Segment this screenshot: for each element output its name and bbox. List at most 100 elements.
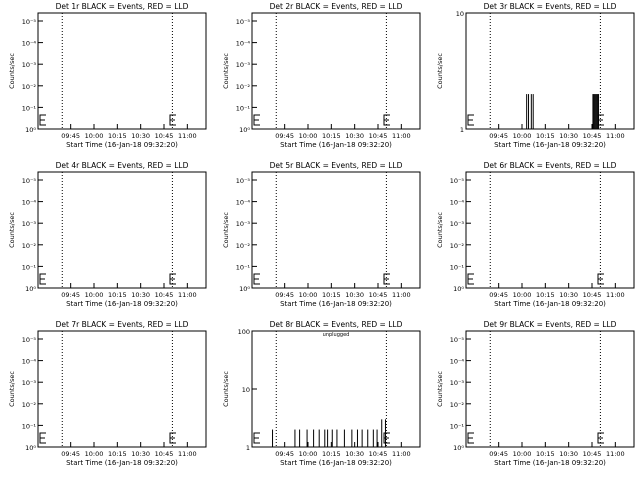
y-tick-label: 10⁰: [239, 126, 250, 134]
y-tick-label: 10⁻¹: [236, 263, 251, 271]
time-bracket-mark: [253, 432, 260, 444]
y-tick-label: 10⁻⁴: [22, 199, 37, 207]
x-tick-label: 10:00: [85, 291, 104, 299]
y-tick-label: 10⁻²: [450, 242, 465, 250]
panel-title: Det 1r BLACK = Events, RED = LLD: [56, 2, 189, 11]
y-tick-label: 10⁻¹: [22, 422, 37, 430]
plot-frame: [37, 330, 207, 448]
x-axis-label: Start Time (16-Jan-18 09:32:20): [66, 300, 178, 308]
x-tick-label: 09:45: [489, 450, 508, 458]
x-tick-label: 10:00: [299, 450, 318, 458]
x-tick-label: 09:45: [61, 450, 80, 458]
x-tick-label: 11:00: [606, 450, 625, 458]
y-tick-label: 10⁰: [453, 444, 464, 452]
x-tick-label: 10:15: [322, 450, 341, 458]
time-bracket-mark: [169, 432, 176, 444]
x-tick-label: 10:15: [108, 291, 127, 299]
x-axis-label: Start Time (16-Jan-18 09:32:20): [66, 459, 178, 467]
y-tick-label: 1: [460, 126, 464, 134]
detector-panel: Det 7r BLACK = Events, RED = LLD 10⁰ 10⁻¹ 1…: [8, 320, 207, 467]
x-tick-label: 11:00: [392, 450, 411, 458]
detector-panel: Det 3r BLACK = Events, RED = LLD 1 10 Count…: [436, 2, 635, 149]
panel-title: Det 2r BLACK = Events, RED = LLD: [270, 2, 403, 11]
detector-panel: Det 4r BLACK = Events, RED = LLD 10⁰ 10⁻¹ 1…: [8, 161, 207, 308]
y-tick-label: 10⁻⁵: [22, 18, 37, 26]
x-tick-label: 10:30: [131, 450, 150, 458]
x-axis-label: Start Time (16-Jan-18 09:32:20): [494, 141, 606, 149]
y-axis-label: Counts/sec: [222, 53, 230, 89]
x-tick-label: 10:45: [155, 132, 174, 140]
x-tick-label: 10:45: [369, 291, 388, 299]
plot-frame: [37, 12, 207, 130]
x-tick-label: 10:30: [345, 132, 364, 140]
y-tick-label: 10⁻²: [236, 83, 251, 91]
time-bracket-mark: [383, 432, 390, 444]
plot-frame: [251, 330, 421, 448]
plot-frame: [465, 171, 635, 289]
y-tick-label: 10⁻³: [450, 379, 465, 387]
x-tick-label: 10:15: [108, 450, 127, 458]
detector-panel: Det 8r BLACK = Events, RED = LLD 1 10 100 Co…: [222, 320, 421, 467]
y-tick-label: 10⁻²: [236, 242, 251, 250]
y-tick-label: 10⁰: [239, 285, 250, 293]
panel-title: Det 9r BLACK = Events, RED = LLD: [484, 320, 617, 329]
x-tick-label: 10:45: [155, 450, 174, 458]
x-tick-label: 10:00: [299, 291, 318, 299]
y-tick-label: 100: [238, 328, 250, 336]
x-tick-label: 10:00: [513, 450, 532, 458]
y-tick-label: 10⁻³: [450, 220, 465, 228]
time-bracket-mark: [169, 114, 176, 126]
time-bracket-mark: [597, 432, 604, 444]
x-tick-label: 09:45: [275, 291, 294, 299]
x-tick-label: 11:00: [606, 291, 625, 299]
x-tick-label: 10:30: [345, 291, 364, 299]
y-tick-label: 10⁻³: [236, 220, 251, 228]
y-tick-label: 10⁻³: [236, 61, 251, 69]
y-tick-label: 10⁻²: [22, 401, 37, 409]
panel-title: Det 3r BLACK = Events, RED = LLD: [484, 2, 617, 11]
time-bracket-mark: [39, 273, 46, 285]
panel-title: Det 4r BLACK = Events, RED = LLD: [56, 161, 189, 170]
y-tick-label: 10⁻²: [22, 242, 37, 250]
y-axis-label: Counts/sec: [436, 212, 444, 248]
time-bracket-mark: [383, 273, 390, 285]
y-tick-label: 10⁻⁵: [22, 336, 37, 344]
time-bracket-mark: [467, 432, 474, 444]
y-tick-label: 10⁻³: [22, 379, 37, 387]
x-tick-label: 10:15: [108, 132, 127, 140]
time-bracket-mark: [467, 273, 474, 285]
x-tick-label: 09:45: [275, 450, 294, 458]
detector-panel: Det 9r BLACK = Events, RED = LLD 10⁰ 10⁻¹ 1…: [436, 320, 635, 467]
y-axis-label: Counts/sec: [8, 212, 16, 248]
y-tick-label: 10⁻³: [22, 61, 37, 69]
x-tick-label: 09:45: [489, 291, 508, 299]
x-tick-label: 10:30: [559, 132, 578, 140]
lld-label: unplugged: [323, 332, 350, 338]
plot-frame: [465, 330, 635, 448]
y-tick-label: 10⁻³: [22, 220, 37, 228]
x-tick-label: 09:45: [61, 291, 80, 299]
x-tick-label: 10:30: [131, 132, 150, 140]
x-axis-label: Start Time (16-Jan-18 09:32:20): [280, 141, 392, 149]
x-tick-label: 09:45: [61, 132, 80, 140]
plot-frame: [251, 171, 421, 289]
y-axis-label: Counts/sec: [436, 53, 444, 89]
y-tick-label: 10⁻⁵: [450, 336, 465, 344]
x-axis-label: Start Time (16-Jan-18 09:32:20): [66, 141, 178, 149]
y-tick-label: 10⁻²: [22, 83, 37, 91]
x-tick-label: 10:45: [155, 291, 174, 299]
x-tick-label: 10:30: [131, 291, 150, 299]
x-tick-label: 10:15: [322, 132, 341, 140]
time-bracket-mark: [253, 114, 260, 126]
y-tick-label: 10: [456, 10, 464, 18]
y-tick-label: 10⁻⁴: [450, 358, 465, 366]
panel-title: Det 6r BLACK = Events, RED = LLD: [484, 161, 617, 170]
y-tick-label: 10⁻⁴: [450, 199, 465, 207]
plot-frame: [37, 171, 207, 289]
x-tick-label: 10:15: [536, 291, 555, 299]
x-tick-label: 10:00: [513, 291, 532, 299]
y-tick-label: 10⁻²: [450, 401, 465, 409]
y-axis-label: Counts/sec: [222, 212, 230, 248]
detector-panel: Det 1r BLACK = Events, RED = LLD 10⁰ 10⁻¹ 1…: [8, 2, 207, 149]
y-tick-label: 10⁻¹: [236, 104, 251, 112]
